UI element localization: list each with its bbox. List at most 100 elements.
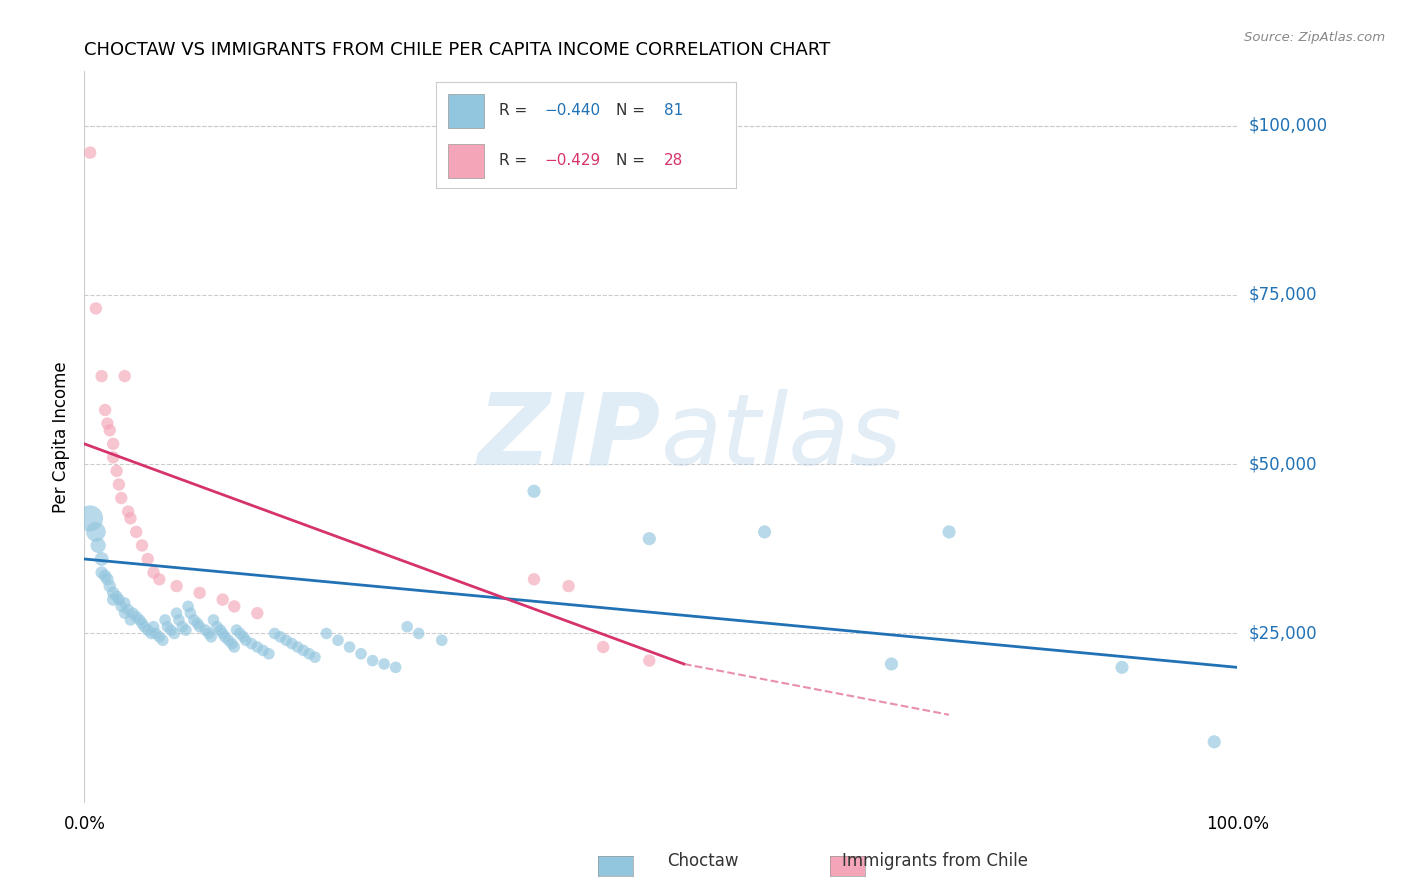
Point [160, 623, 183, 637]
Point [152, 633, 174, 648]
Text: Source: ZipAtlas.com: Source: ZipAtlas.com [1244, 31, 1385, 45]
Point [304, 650, 326, 665]
Point [121, 606, 143, 620]
Point [98, 579, 121, 593]
Point [79, 511, 101, 525]
Point [200, 630, 222, 644]
Point [252, 643, 274, 657]
Point [96, 417, 118, 431]
Point [84, 524, 107, 539]
Point [257, 647, 280, 661]
Point [166, 579, 188, 593]
Point [117, 603, 139, 617]
Point [205, 620, 228, 634]
Point [110, 491, 132, 505]
Point [114, 596, 136, 610]
Point [103, 586, 124, 600]
Point [221, 637, 243, 651]
Point [326, 633, 349, 648]
Point [246, 640, 269, 654]
Point [117, 505, 139, 519]
Point [209, 623, 232, 637]
Point [141, 626, 163, 640]
Point [523, 484, 546, 499]
Point [90, 552, 112, 566]
Point [1111, 660, 1133, 674]
Point [269, 630, 291, 644]
Text: $25,000: $25,000 [1249, 624, 1317, 642]
Point [142, 566, 165, 580]
Point [186, 616, 208, 631]
Point [211, 592, 233, 607]
Text: $50,000: $50,000 [1249, 455, 1317, 473]
Point [638, 532, 661, 546]
Point [430, 633, 453, 648]
Point [281, 637, 304, 651]
Point [298, 647, 321, 661]
Point [408, 626, 430, 640]
Point [114, 369, 136, 384]
Point [396, 620, 419, 634]
Point [125, 524, 148, 539]
Point [557, 579, 579, 593]
Point [163, 626, 186, 640]
Point [292, 643, 315, 657]
Point [90, 566, 112, 580]
Point [523, 572, 546, 586]
Point [938, 524, 960, 539]
Point [287, 640, 309, 654]
Point [148, 630, 170, 644]
Point [79, 145, 101, 160]
Point [183, 613, 205, 627]
Point [235, 633, 257, 648]
Point [179, 606, 201, 620]
Point [110, 599, 132, 614]
Point [754, 524, 776, 539]
Text: Immigrants from Chile: Immigrants from Chile [842, 852, 1028, 870]
Point [87, 538, 110, 552]
Point [229, 626, 252, 640]
Point [105, 589, 128, 603]
Point [103, 450, 124, 465]
Point [211, 626, 233, 640]
Point [84, 301, 107, 316]
Point [96, 572, 118, 586]
Point [90, 369, 112, 384]
Point [188, 586, 211, 600]
Point [120, 511, 142, 525]
Point [638, 654, 661, 668]
Point [166, 606, 188, 620]
Point [153, 613, 176, 627]
Point [131, 616, 153, 631]
Point [214, 630, 236, 644]
Point [315, 626, 337, 640]
Point [218, 633, 240, 648]
Point [125, 609, 148, 624]
Point [94, 403, 117, 417]
Point [128, 613, 150, 627]
Point [136, 552, 159, 566]
Point [148, 572, 170, 586]
Point [134, 620, 156, 634]
Point [339, 640, 361, 654]
Y-axis label: Per Capita Income: Per Capita Income [52, 361, 70, 513]
Point [373, 657, 395, 671]
Point [131, 538, 153, 552]
Point [108, 477, 131, 491]
Text: atlas: atlas [661, 389, 903, 485]
Point [350, 647, 373, 661]
Text: $100,000: $100,000 [1249, 117, 1327, 135]
Point [167, 613, 190, 627]
Point [592, 640, 614, 654]
Point [232, 630, 254, 644]
Point [156, 620, 179, 634]
Point [136, 623, 159, 637]
Point [103, 437, 124, 451]
Point [240, 637, 263, 651]
Text: CHOCTAW VS IMMIGRANTS FROM CHILE PER CAPITA INCOME CORRELATION CHART: CHOCTAW VS IMMIGRANTS FROM CHILE PER CAP… [84, 41, 831, 59]
Point [108, 592, 131, 607]
Point [880, 657, 903, 671]
Text: $75,000: $75,000 [1249, 285, 1317, 304]
Point [103, 592, 124, 607]
Point [1204, 735, 1226, 749]
